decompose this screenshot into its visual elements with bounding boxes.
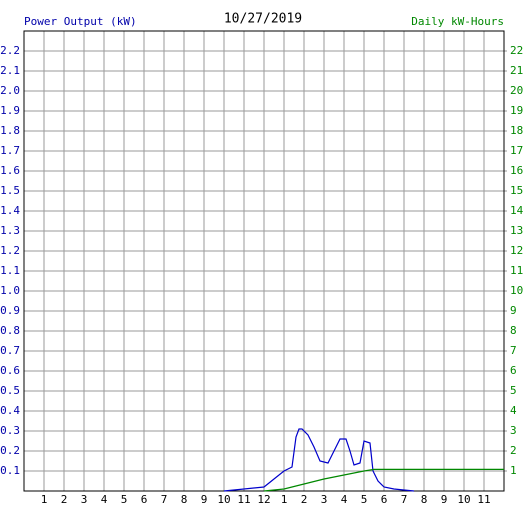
y2-tick-label: 8 xyxy=(510,324,517,337)
y-tick-label: 1.6 xyxy=(0,164,20,177)
x-tick-label: 9 xyxy=(201,493,208,506)
y2-tick-label: 4 xyxy=(510,404,517,417)
y2-tick-label: 5 xyxy=(510,384,517,397)
y-tick-label: 1.0 xyxy=(0,284,20,297)
data-line xyxy=(223,428,415,492)
y-tick-label: 0.8 xyxy=(0,324,20,337)
x-tick-label: 4 xyxy=(101,493,108,506)
y2-tick-label: 3 xyxy=(510,424,517,437)
x-tick-label: 11 xyxy=(477,493,490,506)
y-tick-label: 0.2 xyxy=(0,444,20,457)
y-tick-label: 1.2 xyxy=(0,244,20,257)
y2-tick-label: 17 xyxy=(510,144,523,157)
y-tick-label: 0.6 xyxy=(0,364,20,377)
x-tick-label: 5 xyxy=(361,493,368,506)
x-tick-label: 10 xyxy=(217,493,230,506)
y-tick-label: 2.1 xyxy=(0,64,20,77)
y2-tick-label: 14 xyxy=(510,204,524,217)
y-tick-label: 0.1 xyxy=(0,464,20,477)
x-tick-label: 6 xyxy=(381,493,388,506)
x-tick-label: 5 xyxy=(121,493,128,506)
y-tick-label: 1.5 xyxy=(0,184,20,197)
y2-tick-label: 20 xyxy=(510,84,523,97)
y-axis-label: Power Output (kW) xyxy=(24,15,137,28)
y2-tick-label: 13 xyxy=(510,224,523,237)
chart-title: 10/27/2019 xyxy=(224,12,302,27)
y2-tick-label: 9 xyxy=(510,304,517,317)
y2-tick-label: 2 xyxy=(510,444,517,457)
x-tick-label: 1 xyxy=(281,493,288,506)
x-tick-label: 2 xyxy=(301,493,308,506)
y-tick-label: 1.9 xyxy=(0,104,20,117)
y2-tick-label: 21 xyxy=(510,64,523,77)
x-tick-label: 7 xyxy=(161,493,168,506)
y-tick-label: 1.4 xyxy=(0,204,20,217)
x-tick-label: 12 xyxy=(257,493,270,506)
x-tick-label: 3 xyxy=(81,493,88,506)
y2-tick-label: 19 xyxy=(510,104,523,117)
y2-tick-label: 18 xyxy=(510,124,523,137)
y-tick-label: 2.0 xyxy=(0,84,20,97)
y-tick-label: 0.4 xyxy=(0,404,20,417)
y-tick-label: 0.5 xyxy=(0,384,20,397)
y-tick-label: 0.3 xyxy=(0,424,20,437)
x-tick-label: 11 xyxy=(237,493,250,506)
y2-tick-label: 11 xyxy=(510,264,523,277)
y2-tick-label: 1 xyxy=(510,464,517,477)
y2-tick-label: 6 xyxy=(510,364,517,377)
x-tick-label: 7 xyxy=(401,493,408,506)
y-tick-label: 1.3 xyxy=(0,224,20,237)
y-tick-label: 1.1 xyxy=(0,264,20,277)
x-tick-label: 9 xyxy=(441,493,448,506)
data-line xyxy=(263,468,504,492)
y2-tick-label: 10 xyxy=(510,284,523,297)
x-tick-label: 4 xyxy=(341,493,348,506)
y-tick-label: 0.7 xyxy=(0,344,20,357)
y-tick-label: 1.8 xyxy=(0,124,20,137)
y2-axis-label: Daily kW-Hours xyxy=(411,15,504,28)
y2-tick-label: 12 xyxy=(510,244,523,257)
y2-tick-label: 16 xyxy=(510,164,523,177)
x-tick-label: 8 xyxy=(421,493,428,506)
x-tick-label: 8 xyxy=(181,493,188,506)
y-tick-label: 0.9 xyxy=(0,304,20,317)
x-tick-label: 3 xyxy=(321,493,328,506)
y2-tick-label: 15 xyxy=(510,184,523,197)
x-tick-label: 2 xyxy=(61,493,68,506)
y-tick-label: 2.2 xyxy=(0,44,20,57)
y2-tick-label: 7 xyxy=(510,344,517,357)
x-tick-label: 10 xyxy=(457,493,470,506)
x-tick-label: 1 xyxy=(41,493,48,506)
y-tick-label: 1.7 xyxy=(0,144,20,157)
y2-tick-label: 22 xyxy=(510,44,523,57)
x-tick-label: 6 xyxy=(141,493,148,506)
